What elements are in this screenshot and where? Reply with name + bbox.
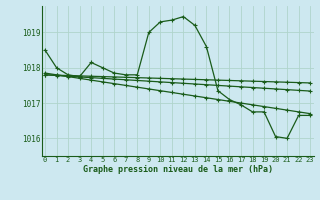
X-axis label: Graphe pression niveau de la mer (hPa): Graphe pression niveau de la mer (hPa): [83, 165, 273, 174]
